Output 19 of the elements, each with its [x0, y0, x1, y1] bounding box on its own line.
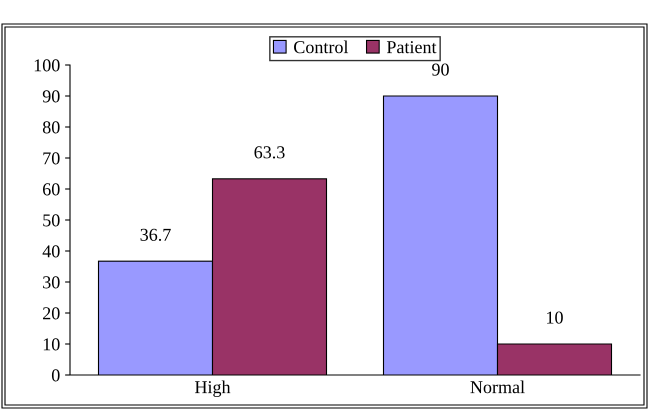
- y-tick-label: 60: [43, 183, 60, 196]
- data-label: 10: [547, 311, 563, 324]
- x-tick-label: Normal: [470, 380, 525, 394]
- y-tick-label: 40: [42, 245, 60, 258]
- data-label: 36.7: [140, 228, 171, 241]
- y-tick-label: 30: [43, 276, 60, 288]
- y-tick-label: 10: [44, 338, 60, 350]
- legend-label: Control: [294, 40, 348, 54]
- data-label: 63.3: [254, 146, 285, 159]
- data-label: 90: [432, 63, 449, 76]
- y-tick-label: 100: [34, 59, 60, 72]
- y-tick-label: 90: [42, 90, 60, 102]
- y-tick-label: 70: [43, 152, 60, 164]
- x-tick-label: High: [194, 380, 230, 397]
- y-tick-label: 80: [42, 121, 60, 134]
- legend-label: Patient: [386, 41, 436, 54]
- y-tick-label: 20: [43, 307, 60, 320]
- y-tick-label: 50: [43, 214, 60, 226]
- y-tick-label: 0: [52, 369, 60, 382]
